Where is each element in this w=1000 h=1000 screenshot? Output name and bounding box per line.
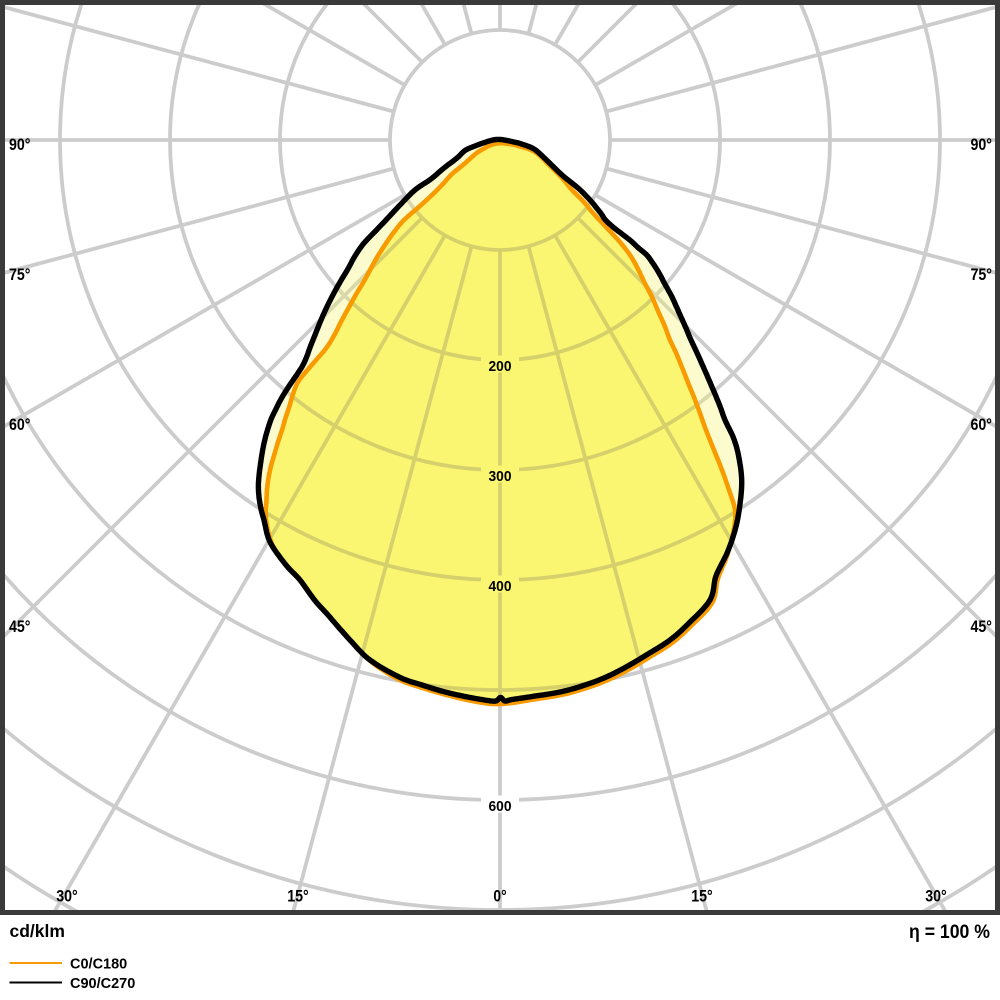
svg-text:75°: 75° [971, 265, 993, 284]
svg-text:60°: 60° [971, 415, 993, 434]
svg-text:cd/klm: cd/klm [10, 921, 65, 941]
svg-text:45°: 45° [971, 617, 993, 636]
svg-text:0°: 0° [493, 887, 506, 906]
svg-text:45°: 45° [9, 617, 31, 636]
svg-text:90°: 90° [9, 135, 31, 154]
svg-text:15°: 15° [287, 887, 309, 906]
svg-text:600: 600 [489, 798, 512, 815]
svg-text:400: 400 [489, 578, 512, 595]
svg-text:15°: 15° [691, 887, 713, 906]
svg-text:90°: 90° [971, 135, 993, 154]
svg-text:30°: 30° [56, 887, 78, 906]
svg-text:300: 300 [489, 468, 512, 485]
svg-text:30°: 30° [925, 887, 947, 906]
svg-text:C0/C180: C0/C180 [70, 957, 127, 973]
svg-text:75°: 75° [9, 265, 31, 284]
svg-text:60°: 60° [9, 415, 31, 434]
svg-text:η = 100 %: η = 100 % [909, 921, 990, 943]
svg-text:C90/C270: C90/C270 [70, 976, 135, 992]
svg-text:200: 200 [489, 358, 512, 375]
